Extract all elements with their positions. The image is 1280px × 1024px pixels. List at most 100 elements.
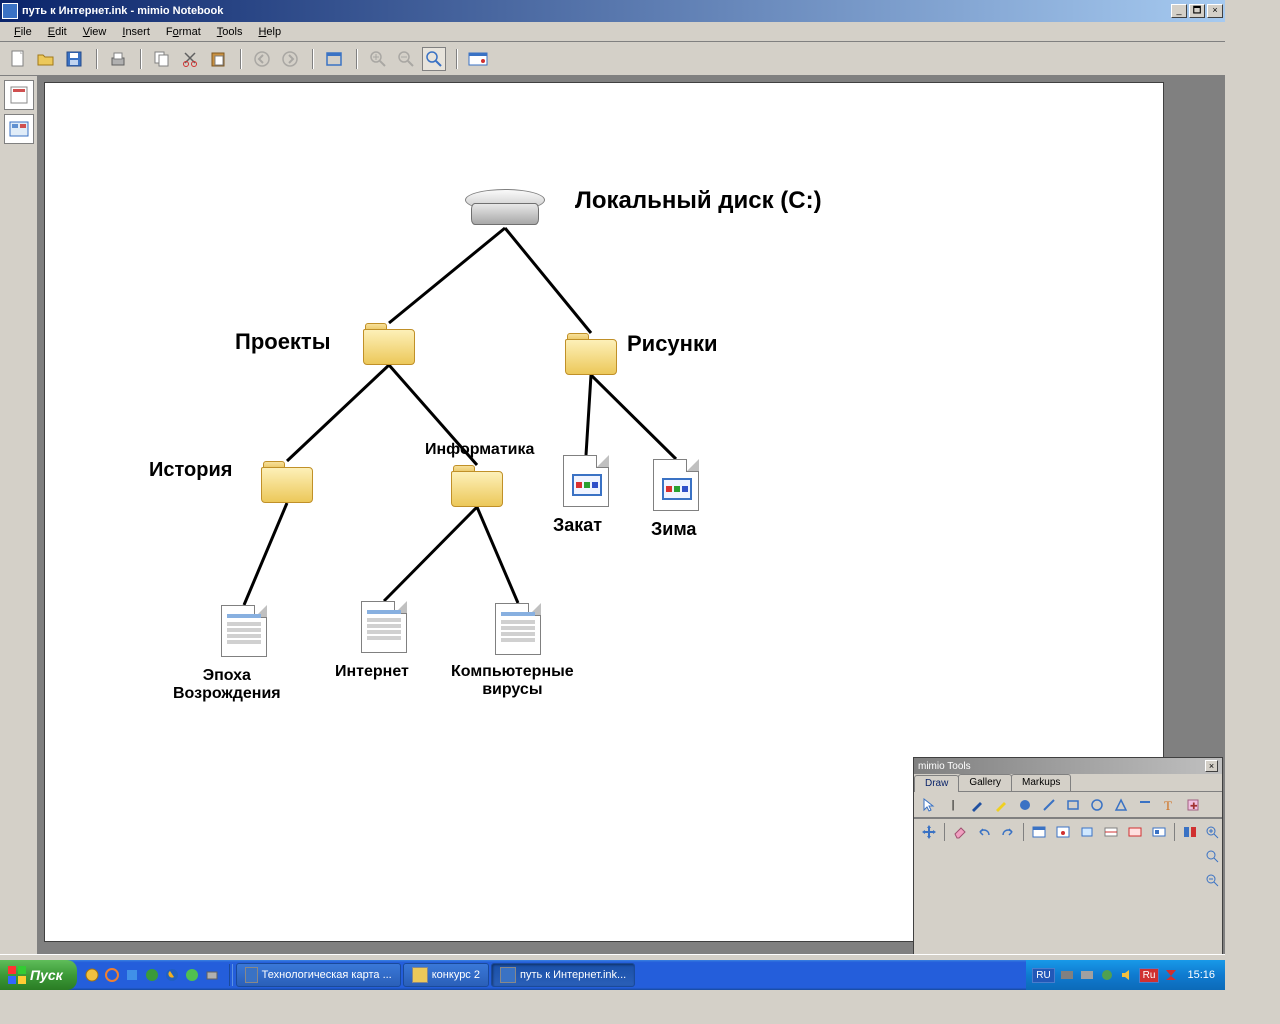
ql-icon-1[interactable] <box>83 966 101 984</box>
save-button[interactable] <box>62 47 86 71</box>
tab-gallery[interactable]: Gallery <box>958 774 1012 791</box>
new-button[interactable] <box>6 47 30 71</box>
root-label: Локальный диск (С:) <box>575 187 822 215</box>
page-thumb-2[interactable] <box>4 114 34 144</box>
ql-icon-5[interactable] <box>163 966 181 984</box>
bt1-tool[interactable] <box>1028 821 1050 843</box>
back-button[interactable] <box>250 47 274 71</box>
device-button[interactable] <box>466 47 490 71</box>
lang-indicator-2[interactable]: Ru <box>1139 968 1160 983</box>
zoom-fit-button[interactable] <box>422 47 446 71</box>
tray-icon-3[interactable] <box>1099 967 1115 983</box>
node-hist[interactable] <box>261 461 313 506</box>
menu-format[interactable]: Format <box>158 24 209 40</box>
bt5-tool[interactable] <box>1124 821 1146 843</box>
close-button[interactable]: × <box>1207 4 1223 18</box>
print-button[interactable] <box>106 47 130 71</box>
minimize-button[interactable]: _ <box>1171 4 1187 18</box>
taskbar: Пуск Технологическая карта ... конкурс 2… <box>0 960 1225 990</box>
system-tray: RU Ru 15:16 <box>1026 960 1225 990</box>
eraser-tool[interactable] <box>949 821 971 843</box>
ql-icon-3[interactable] <box>123 966 141 984</box>
menu-help[interactable]: Help <box>250 24 289 40</box>
folder-icon <box>451 465 503 507</box>
zoomout-icon[interactable] <box>1201 872 1223 888</box>
node-pics[interactable] <box>565 333 617 378</box>
lang-indicator[interactable]: RU <box>1032 968 1054 983</box>
ellipse-tool[interactable] <box>1086 794 1108 816</box>
ql-icon-4[interactable] <box>143 966 161 984</box>
zoom-out-button[interactable] <box>394 47 418 71</box>
rect-tool[interactable] <box>1062 794 1084 816</box>
page-thumb-1[interactable] <box>4 80 34 110</box>
start-label: Пуск <box>30 967 63 983</box>
quick-launch <box>77 966 227 984</box>
label-zima: Зима <box>651 519 696 540</box>
copy-button[interactable] <box>150 47 174 71</box>
line2-tool[interactable] <box>1134 794 1156 816</box>
bt2-tool[interactable] <box>1052 821 1074 843</box>
zoomin-icon[interactable] <box>1201 824 1223 840</box>
node-zakat[interactable] <box>563 455 609 510</box>
tray-clock[interactable]: 15:16 <box>1183 969 1219 981</box>
tray-volume-icon[interactable] <box>1119 967 1135 983</box>
undo-tool[interactable] <box>973 821 995 843</box>
triangle-tool[interactable] <box>1110 794 1132 816</box>
mimio-tools-window[interactable]: mimio Tools × Draw Gallery Markups | T ✚ <box>913 757 1223 957</box>
toolwin-titlebar[interactable]: mimio Tools × <box>914 758 1222 774</box>
label-zakat: Закат <box>553 515 602 536</box>
bt7-tool[interactable] <box>1179 821 1201 843</box>
start-button[interactable]: Пуск <box>0 960 77 990</box>
toolwin-draw-tools: | T ✚ <box>914 792 1222 818</box>
tab-draw[interactable]: Draw <box>914 775 959 792</box>
bt6-tool[interactable] <box>1148 821 1170 843</box>
bt4-tool[interactable] <box>1100 821 1122 843</box>
forward-button[interactable] <box>278 47 302 71</box>
zoom1-icon[interactable] <box>1201 848 1223 864</box>
task-item-2[interactable]: конкурс 2 <box>403 963 489 987</box>
insert-tool[interactable]: ✚ <box>1182 794 1204 816</box>
label-proj: Проекты <box>235 329 331 355</box>
tray-icon-1[interactable] <box>1059 967 1075 983</box>
node-root[interactable] <box>465 183 545 236</box>
menu-view[interactable]: View <box>75 24 115 40</box>
node-inf[interactable] <box>451 465 503 510</box>
tray-kaspersky-icon[interactable] <box>1163 967 1179 983</box>
tab-markups[interactable]: Markups <box>1011 774 1071 791</box>
pointer-tool[interactable] <box>918 794 940 816</box>
menu-file[interactable]: File <box>6 24 40 40</box>
node-epoch[interactable] <box>221 605 267 660</box>
pen-tool[interactable] <box>966 794 988 816</box>
node-proj[interactable] <box>363 323 415 368</box>
task-item-1[interactable]: Технологическая карта ... <box>236 963 401 987</box>
sep-icon: | <box>942 794 964 816</box>
maximize-button[interactable]: 🗖 <box>1189 4 1205 18</box>
node-zima[interactable] <box>653 459 699 514</box>
ql-icon-2[interactable] <box>103 966 121 984</box>
line-tool[interactable] <box>1038 794 1060 816</box>
redo-tool[interactable] <box>997 821 1019 843</box>
open-button[interactable] <box>34 47 58 71</box>
circle-fill-tool[interactable] <box>1014 794 1036 816</box>
task-item-3[interactable]: путь к Интернет.ink... <box>491 963 635 987</box>
highlighter-tool[interactable] <box>990 794 1012 816</box>
ql-icon-6[interactable] <box>183 966 201 984</box>
bt3-tool[interactable] <box>1076 821 1098 843</box>
text-tool[interactable]: T <box>1158 794 1180 816</box>
menu-tools[interactable]: Tools <box>209 24 251 40</box>
node-inet[interactable] <box>361 601 407 656</box>
fullscreen-button[interactable] <box>322 47 346 71</box>
menu-edit[interactable]: Edit <box>40 24 75 40</box>
paste-button[interactable] <box>206 47 230 71</box>
move-tool[interactable] <box>918 821 940 843</box>
zoom-in-button[interactable] <box>366 47 390 71</box>
folder-icon <box>261 461 313 503</box>
toolwin-close-button[interactable]: × <box>1205 760 1218 772</box>
sidebar-thumbnails <box>0 76 38 958</box>
tray-icon-2[interactable] <box>1079 967 1095 983</box>
menu-insert[interactable]: Insert <box>114 24 158 40</box>
cut-button[interactable] <box>178 47 202 71</box>
ql-icon-7[interactable] <box>203 966 221 984</box>
task-label-3: путь к Интернет.ink... <box>520 969 626 981</box>
node-virus[interactable] <box>495 603 541 658</box>
